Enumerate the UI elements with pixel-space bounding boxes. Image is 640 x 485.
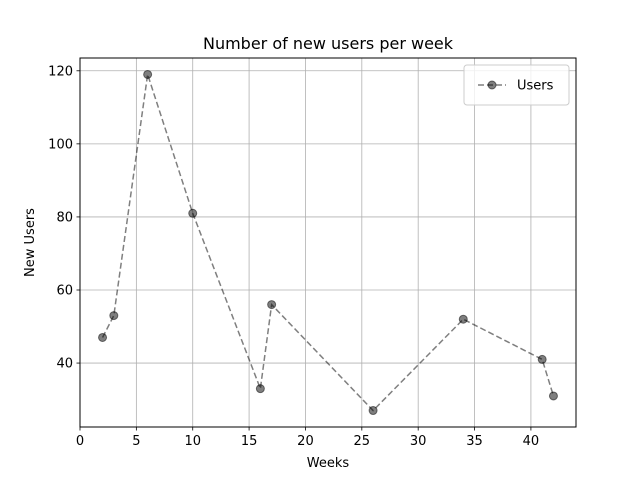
x-tick-label: 25 [354, 434, 371, 449]
legend: Users [463, 64, 570, 106]
data-point [267, 300, 277, 310]
x-tick-label: 30 [410, 434, 427, 449]
data-point [143, 69, 153, 79]
x-tick-label: 15 [241, 434, 258, 449]
data-point [548, 391, 558, 401]
y-tick-label: 40 [56, 357, 73, 372]
data-point [537, 354, 547, 364]
x-tick-label: 20 [297, 434, 314, 449]
x-tick-label: 5 [132, 434, 140, 449]
legend-marker-sample [487, 80, 497, 90]
y-tick-label: 60 [56, 283, 73, 298]
legend-label: Users [517, 79, 554, 94]
series-layer [98, 69, 558, 416]
legend-box [463, 64, 570, 106]
data-point [458, 314, 468, 324]
series-line [101, 74, 555, 412]
y-axis-label: New Users [23, 208, 38, 277]
data-point [255, 384, 265, 394]
plot-frame [79, 57, 577, 428]
y-tick-label: 120 [48, 64, 73, 79]
x-tick-label: 10 [184, 434, 201, 449]
x-axis-label: Weeks [307, 456, 350, 471]
data-point [188, 208, 198, 218]
x-tick-label: 0 [76, 434, 84, 449]
data-point [109, 311, 119, 321]
data-point [368, 406, 378, 416]
y-tick-label: 80 [56, 210, 73, 225]
x-tick-label: 35 [466, 434, 483, 449]
x-tick-label: 40 [523, 434, 540, 449]
axis-ticks: 0 5 10 15 20 25 30 35 40 40 60 80 100 120 [48, 64, 539, 449]
chart-title: Number of new users per week [203, 34, 454, 53]
data-point [98, 332, 108, 342]
y-tick-label: 100 [48, 137, 73, 152]
